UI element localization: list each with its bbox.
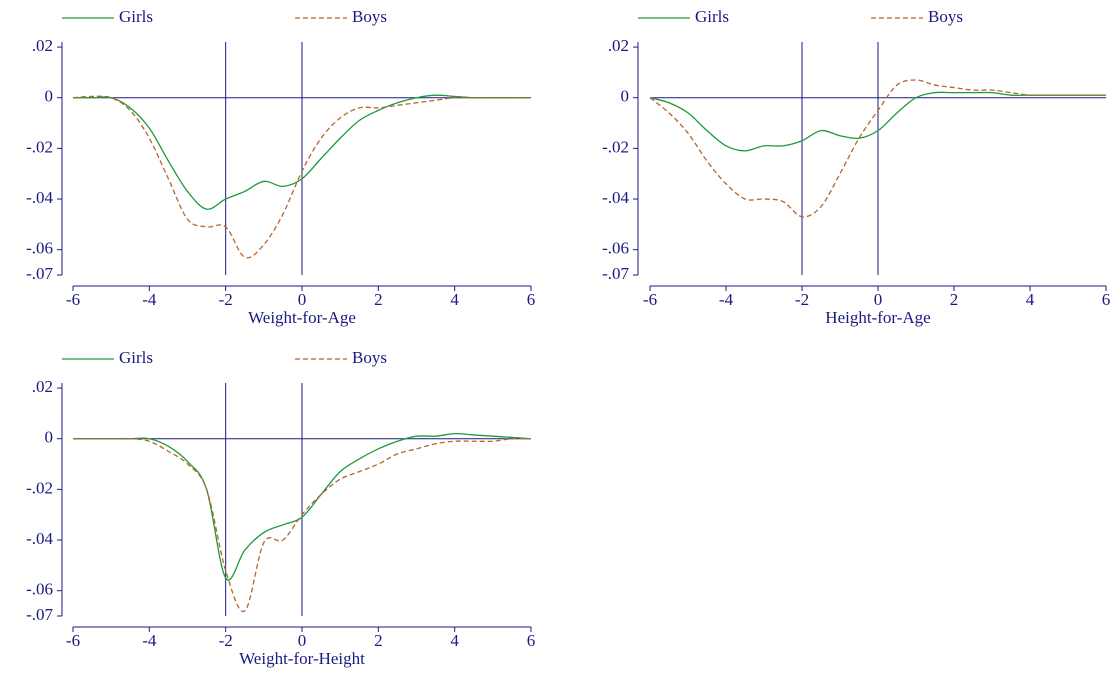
series-line bbox=[72, 95, 531, 259]
x-tick-label: -4 bbox=[719, 290, 734, 309]
x-tick-label: 0 bbox=[298, 290, 307, 309]
y-tick-label: -.06 bbox=[26, 239, 53, 258]
x-tick-label: 6 bbox=[1102, 290, 1111, 309]
x-tick-label: 4 bbox=[1026, 290, 1035, 309]
y-tick-label: -.07 bbox=[26, 264, 53, 283]
x-tick-label: -4 bbox=[142, 290, 157, 309]
legend-label: Girls bbox=[695, 7, 729, 26]
x-tick-label: -6 bbox=[66, 290, 80, 309]
x-tick-label: 4 bbox=[450, 290, 459, 309]
y-tick-label: 0 bbox=[45, 428, 54, 447]
y-tick-label: .02 bbox=[608, 36, 629, 55]
legend-label: Boys bbox=[352, 348, 387, 367]
x-tick-label: 0 bbox=[298, 631, 307, 650]
x-axis-label: Weight-for-Age bbox=[248, 308, 356, 327]
series-line bbox=[72, 437, 532, 613]
x-tick-label: 2 bbox=[950, 290, 959, 309]
y-tick-label: -.02 bbox=[26, 137, 53, 156]
y-tick-label: -.02 bbox=[602, 137, 629, 156]
x-tick-label: 6 bbox=[527, 631, 536, 650]
y-tick-label: 0 bbox=[45, 87, 54, 106]
x-tick-label: -6 bbox=[643, 290, 657, 309]
y-tick-label: -.02 bbox=[26, 478, 53, 497]
y-tick-label: -.04 bbox=[26, 188, 53, 207]
x-tick-label: -2 bbox=[795, 290, 809, 309]
y-tick-label: .02 bbox=[32, 377, 53, 396]
x-tick-label: 2 bbox=[374, 631, 383, 650]
x-axis-label: Weight-for-Height bbox=[239, 649, 365, 668]
y-tick-label: .02 bbox=[32, 36, 53, 55]
x-tick-label: -2 bbox=[219, 631, 233, 650]
y-tick-label: 0 bbox=[621, 87, 630, 106]
x-tick-label: 0 bbox=[874, 290, 883, 309]
x-tick-label: 6 bbox=[527, 290, 536, 309]
y-tick-label: -.07 bbox=[26, 605, 53, 624]
x-tick-label: -6 bbox=[66, 631, 80, 650]
y-tick-label: -.06 bbox=[26, 580, 53, 599]
y-tick-label: -.04 bbox=[26, 529, 53, 548]
legend-label: Boys bbox=[352, 7, 387, 26]
y-tick-label: -.07 bbox=[602, 264, 629, 283]
x-tick-label: 2 bbox=[374, 290, 383, 309]
x-tick-label: -4 bbox=[142, 631, 157, 650]
legend-label: Girls bbox=[119, 7, 153, 26]
x-tick-label: 4 bbox=[450, 631, 459, 650]
y-tick-label: -.04 bbox=[602, 188, 629, 207]
x-tick-label: -2 bbox=[219, 290, 233, 309]
series-line bbox=[72, 94, 531, 210]
x-axis-label: Height-for-Age bbox=[825, 308, 930, 327]
y-tick-label: -.06 bbox=[602, 239, 629, 258]
legend-label: Boys bbox=[928, 7, 963, 26]
series-line bbox=[72, 432, 532, 581]
series-line bbox=[649, 79, 1106, 218]
legend-label: Girls bbox=[119, 348, 153, 367]
